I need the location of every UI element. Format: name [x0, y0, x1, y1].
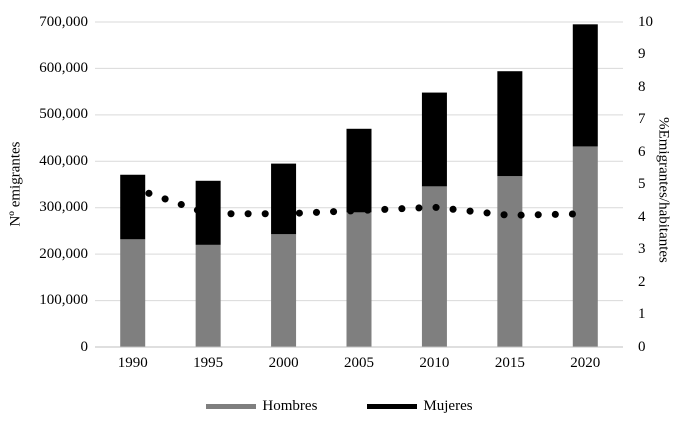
left-axis-tick-label: 500,000: [39, 106, 88, 123]
left-axis-tick-label: 600,000: [39, 59, 88, 76]
left-axis-tick-label: 100,000: [39, 292, 88, 309]
legend-label-mujeres: Mujeres: [423, 398, 473, 414]
x-axis-tick-label: 2000: [268, 355, 299, 371]
legend-label-hombres: Hombres: [262, 398, 318, 414]
left-axis-tick-label: 700,000: [39, 13, 88, 30]
left-axis-tick-label: 0: [80, 338, 89, 355]
x-axis-tick-label: 2020: [570, 355, 601, 371]
right-axis-tick-label: 0: [638, 338, 646, 355]
x-axis-tick-label: 1995: [193, 355, 224, 371]
bar-segment-mujeres-2005: [346, 128, 372, 213]
right-axis-tick-label: 8: [638, 78, 646, 95]
x-axis-tick-label: 2010: [419, 355, 450, 371]
left-axis-tick-label: 200,000: [39, 245, 88, 262]
bar-segment-hombres-2010: [421, 186, 447, 347]
x-axis-tick-label: 2005: [344, 355, 374, 371]
right-axis-title: %Emigrantes/habitantes: [655, 117, 672, 263]
right-axis-tick-label: 1: [638, 306, 646, 322]
bar-segment-mujeres-2000: [271, 163, 297, 235]
bar-segment-hombres-2015: [497, 176, 523, 347]
right-axis-tick-label: 5: [638, 176, 646, 192]
right-axis-tick-label: 4: [638, 208, 646, 225]
bar-segment-hombres-2005: [346, 212, 372, 347]
right-axis-tick-label: 10: [638, 13, 653, 30]
right-axis-tick-label: 3: [638, 241, 646, 257]
legend: Hombres Mujeres: [0, 398, 679, 414]
legend-item-mujeres: Mujeres: [367, 398, 473, 414]
bar-segment-mujeres-2015: [497, 71, 523, 177]
bar-segment-hombres-2020: [572, 146, 598, 347]
bar-segment-hombres-2000: [271, 234, 297, 347]
right-axis-tick-label: 6: [638, 143, 646, 160]
left-axis-tick-label: 300,000: [39, 199, 88, 216]
left-axis-tick-label: 400,000: [39, 152, 88, 169]
right-axis-tick-label: 7: [638, 111, 646, 127]
legend-item-hombres: Hombres: [206, 398, 317, 414]
left-axis-title: Nº emigrantes: [7, 141, 24, 227]
x-axis-tick-label: 1990: [117, 355, 148, 371]
mujeres-swatch: [367, 403, 418, 409]
bar-segment-mujeres-2010: [421, 92, 447, 187]
x-axis-tick-label: 2015: [494, 355, 525, 371]
right-axis-tick-label: 9: [638, 46, 646, 62]
right-axis-tick-label: 2: [638, 273, 646, 290]
bar-segment-hombres-1990: [120, 239, 146, 347]
bar-segment-hombres-1995: [195, 244, 221, 347]
bar-segment-mujeres-2020: [572, 24, 598, 147]
hombres-swatch: [206, 403, 257, 409]
